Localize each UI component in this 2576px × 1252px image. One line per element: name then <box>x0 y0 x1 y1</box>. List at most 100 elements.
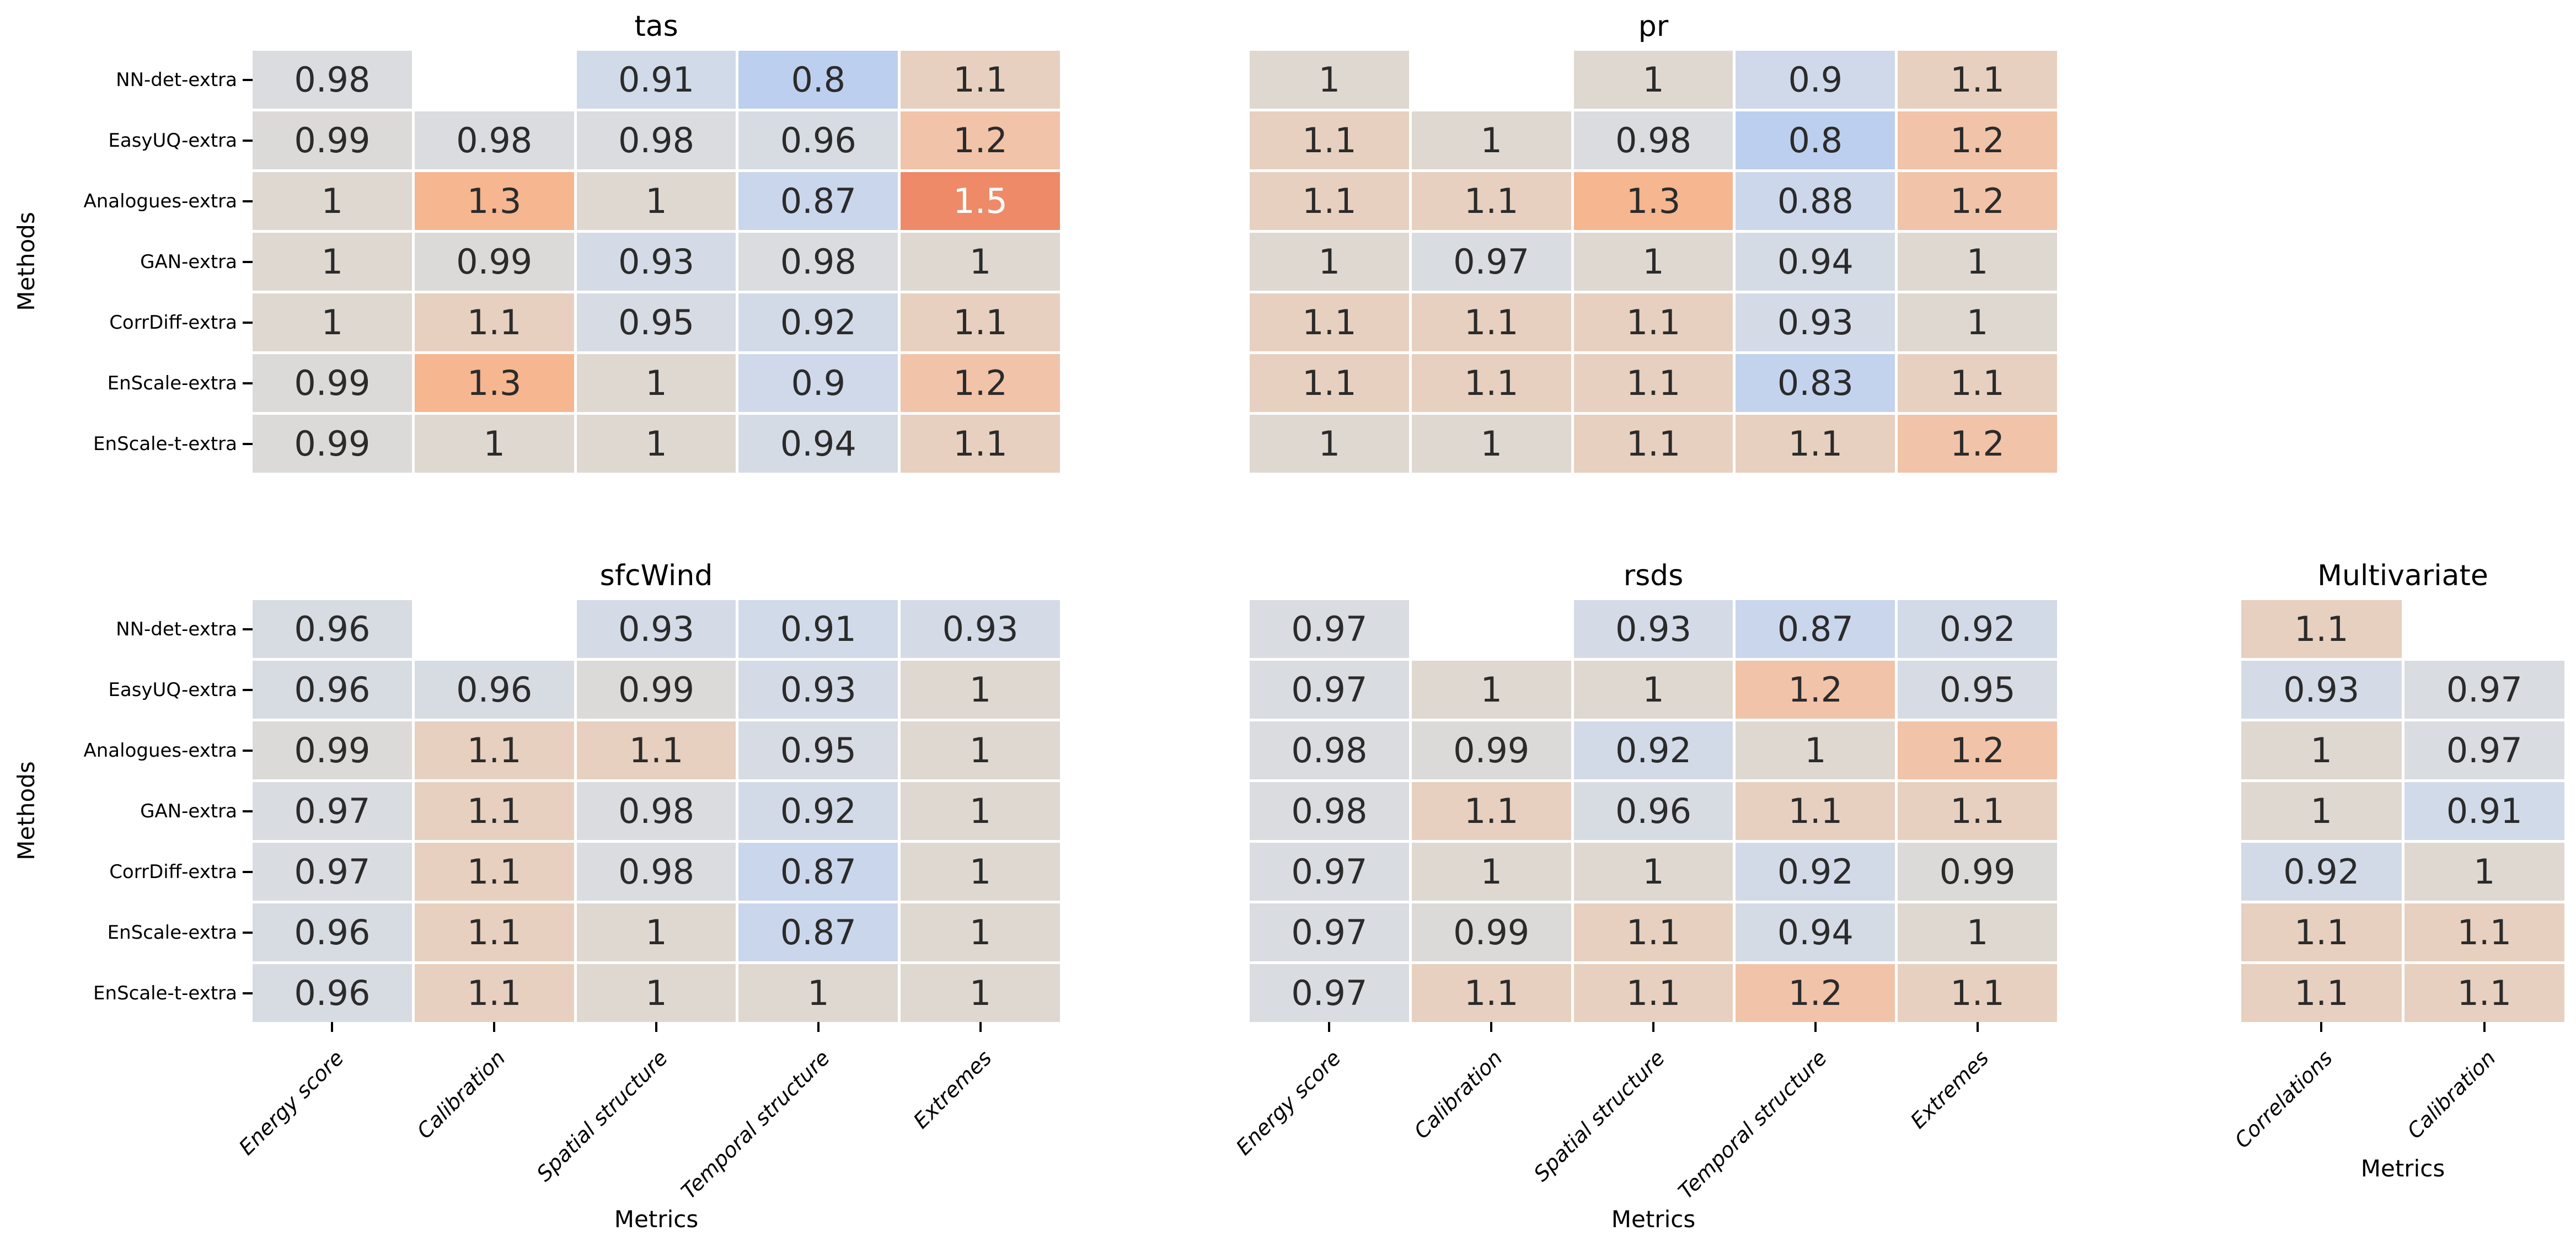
heatmap-cell: 0.97 <box>1250 661 1409 719</box>
y-tick-mark <box>243 931 253 934</box>
heatmap-cell: 0.95 <box>1898 661 2057 719</box>
heatmap-cell: 1.1 <box>2404 903 2564 961</box>
col-label-metric: Spatial structure <box>1529 1045 1669 1186</box>
col-label-metric: Temporal structure <box>676 1045 834 1204</box>
heatmap-cell: 1 <box>1898 233 2057 291</box>
heatmap-cell: 0.93 <box>576 600 736 658</box>
row-label-method: GAN-extra <box>140 250 237 273</box>
row-label-method: CorrDiff-extra <box>109 860 237 883</box>
heatmap-cell: 0.95 <box>576 293 736 351</box>
heatmap-cell: 1 <box>1411 415 1571 473</box>
heatmap-cell: 0.99 <box>253 354 412 412</box>
y-tick-mark <box>243 628 253 630</box>
panel-title-sfcwind: sfcWind <box>599 559 713 592</box>
heatmap-cell: 0.99 <box>253 415 412 473</box>
heatmap-cell: 1.1 <box>1573 354 1733 412</box>
heatmap-cell: 0.99 <box>1411 721 1571 779</box>
heatmap-cell: 0.99 <box>576 661 736 719</box>
heatmap-cell <box>414 51 574 109</box>
heatmap-cell: 1.2 <box>1898 721 2057 779</box>
heatmap-cell: 0.92 <box>1898 600 2057 658</box>
heatmap-cell: 1.1 <box>414 782 574 840</box>
heatmap-grid-multivariate: 1.1 0.93 0.97 1 0.97 1 0.91 0.92 1 1.1 1.1 1.1 1.1 <box>2241 600 2564 1022</box>
row-label-method: EnScale-extra <box>107 372 237 394</box>
col-label-metric: Spatial structure <box>532 1045 672 1186</box>
col-label-metric: Calibration <box>1409 1045 1508 1144</box>
heatmap-cell <box>1411 600 1571 658</box>
heatmap-cell: 1.1 <box>414 964 574 1022</box>
col-label-metric: Calibration <box>412 1045 511 1144</box>
y-axis-label-methods-top: Methods <box>13 212 40 311</box>
col-label-metric: Temporal structure <box>1673 1045 1831 1204</box>
heatmap-cell: 1.2 <box>1898 415 2057 473</box>
heatmap-panel-multivariate: Multivariate 1.1 0.93 0.97 1 0.97 1 0.91 0.92 1 1… <box>2230 561 2564 1153</box>
col-label-metric: Extremes <box>1905 1045 1994 1133</box>
heatmap-cell: 0.99 <box>1411 903 1571 961</box>
heatmap-cell: 0.92 <box>1736 843 1895 901</box>
heatmap-cell: 0.93 <box>1573 600 1733 658</box>
heatmap-cell: 1.2 <box>1898 111 2057 169</box>
heatmap-cell: 1.1 <box>1736 415 1895 473</box>
heatmap-cell: 0.98 <box>1250 782 1409 840</box>
heatmap-cell: 0.9 <box>1736 51 1895 109</box>
heatmap-cell: 0.93 <box>2241 661 2402 719</box>
heatmap-panel-sfcwind: sfcWind 0.96 0.93 0.91 0.93 0.96 0.96 0.99 0.93… <box>83 561 1060 1203</box>
heatmap-cell: 0.98 <box>576 111 736 169</box>
heatmap-cell: 1 <box>901 782 1060 840</box>
heatmap-cell: 1.1 <box>1250 354 1409 412</box>
heatmap-cell: 0.98 <box>414 111 574 169</box>
heatmap-cell: 0.87 <box>1736 600 1895 658</box>
heatmap-cell: 0.98 <box>1573 111 1733 169</box>
panel-title-multivariate: Multivariate <box>2317 559 2488 592</box>
row-label-method: GAN-extra <box>140 800 237 822</box>
heatmap-cell: 0.96 <box>1573 782 1733 840</box>
heatmap-cell: 0.93 <box>738 661 898 719</box>
heatmap-cell: 1.1 <box>1736 782 1895 840</box>
heatmap-cell: 0.99 <box>253 111 412 169</box>
heatmap-cell: 0.97 <box>1250 903 1409 961</box>
heatmap-cell: 1 <box>414 415 574 473</box>
y-tick-mark <box>243 992 253 994</box>
row-label-method: NN-det-extra <box>116 68 237 91</box>
x-tick-mark <box>2483 1022 2486 1032</box>
y-tick-mark <box>243 139 253 142</box>
heatmap-cell: 1.1 <box>1573 903 1733 961</box>
heatmap-cell: 0.98 <box>253 51 412 109</box>
heatmap-cell: 1.1 <box>1411 964 1571 1022</box>
heatmap-cell: 0.97 <box>253 782 412 840</box>
heatmap-cell: 1 <box>901 843 1060 901</box>
heatmap-cell: 0.96 <box>738 111 898 169</box>
row-label-method: EasyUQ-extra <box>108 678 237 701</box>
heatmap-cell: 1.1 <box>1411 172 1571 230</box>
y-tick-mark <box>243 688 253 691</box>
heatmap-panel-tas: tas 0.98 0.91 0.8 1.1 0.99 0.98 0.98 0.96 1.2 1 1.… <box>83 12 1060 473</box>
y-tick-mark <box>243 382 253 384</box>
heatmap-cell: 1 <box>576 354 736 412</box>
col-label-metric: Calibration <box>2402 1045 2500 1144</box>
heatmap-cell: 1 <box>1573 843 1733 901</box>
heatmap-cell: 0.98 <box>576 843 736 901</box>
col-label-metric: Energy score <box>234 1045 349 1160</box>
heatmap-cell: 0.94 <box>1736 233 1895 291</box>
heatmap-cell: 0.87 <box>738 172 898 230</box>
heatmap-cell: 0.99 <box>253 721 412 779</box>
y-tick-mark <box>243 200 253 202</box>
heatmap-cell: 0.96 <box>414 661 574 719</box>
heatmap-cell: 1.1 <box>1573 415 1733 473</box>
heatmap-cell: 1.1 <box>414 293 574 351</box>
x-axis-label-metrics-sfcwind: Metrics <box>614 1206 699 1233</box>
heatmap-cell: 0.96 <box>253 600 412 658</box>
y-tick-mark <box>243 78 253 81</box>
heatmap-cell: 0.96 <box>253 903 412 961</box>
heatmap-cell: 0.92 <box>738 293 898 351</box>
x-axis-label-metrics-rsds: Metrics <box>1611 1206 1696 1233</box>
col-label-metric: Correlations <box>2230 1045 2338 1153</box>
heatmap-cell: 1.1 <box>414 843 574 901</box>
heatmap-panel-pr: pr 1 1 0.9 1.1 1.1 1 0.98 0.8 1.2 1.1 1.1 1.3 0.88 1.… <box>1250 12 2057 473</box>
heatmap-cell: 1 <box>1573 51 1733 109</box>
heatmap-cell <box>2404 600 2564 658</box>
heatmap-grid-pr: 1 1 0.9 1.1 1.1 1 0.98 0.8 1.2 1.1 1.1 1.3 0.88 1.2 1 0… <box>1250 51 2057 473</box>
heatmap-cell: 0.87 <box>738 843 898 901</box>
heatmap-cell: 0.8 <box>738 51 898 109</box>
